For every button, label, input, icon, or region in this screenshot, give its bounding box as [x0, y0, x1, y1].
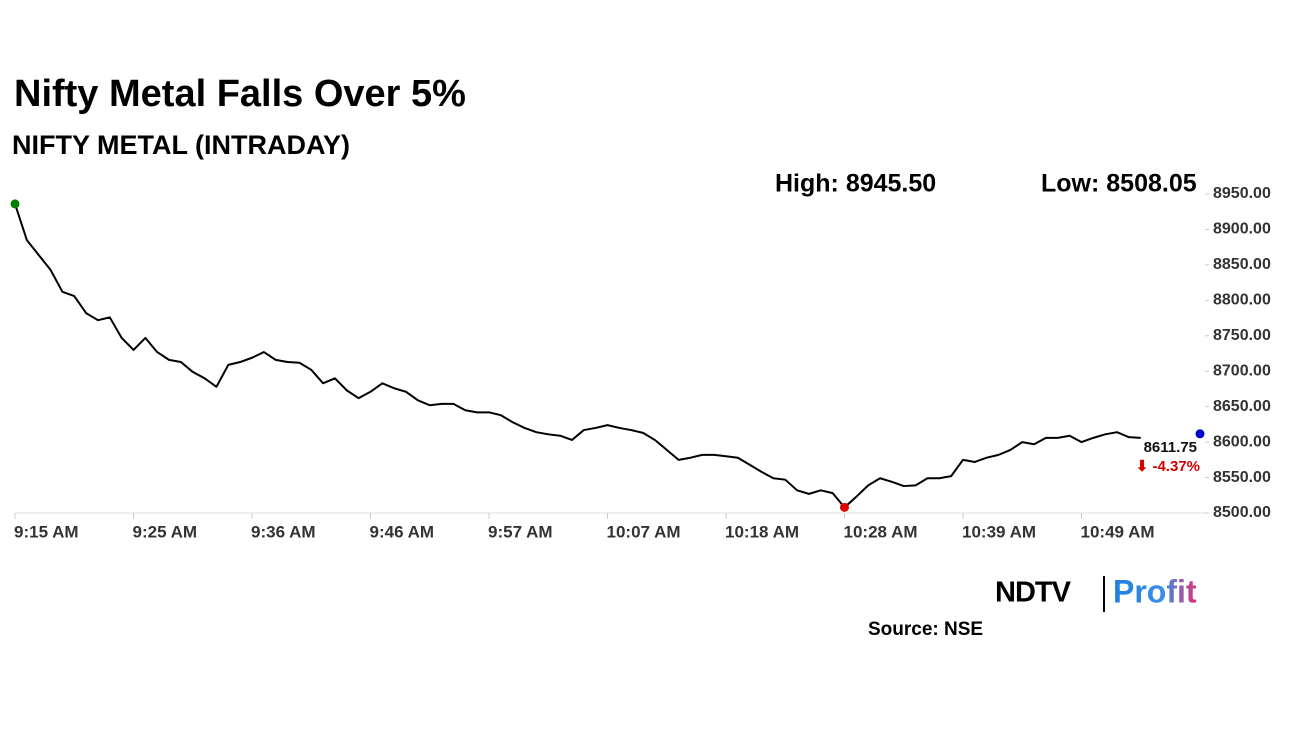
x-tick-label: 9:25 AM [133, 522, 198, 541]
y-tick-label: 8500.00 [1213, 504, 1271, 521]
low-label: Low: 8508.05 [1041, 170, 1197, 198]
x-tick-label: 9:15 AM [14, 522, 79, 541]
high-label: High: 8945.50 [775, 170, 936, 198]
x-tick-label: 9:46 AM [370, 522, 435, 541]
x-tick-label: 10:18 AM [725, 522, 799, 541]
y-tick-label: 8900.00 [1213, 221, 1271, 238]
y-tick-label: 8950.00 [1213, 185, 1271, 202]
logo-left: NDTV [995, 577, 1072, 609]
x-tick-label: 10:28 AM [844, 522, 918, 541]
last-value-label: 8611.75 [1144, 439, 1197, 456]
x-tick-label: 10:49 AM [1081, 522, 1155, 541]
logo-divider [1103, 576, 1105, 612]
start-marker [10, 199, 20, 209]
y-tick-label: 8600.00 [1213, 433, 1271, 450]
logo-right: Profit [1113, 573, 1197, 609]
y-tick-label: 8850.00 [1213, 256, 1271, 273]
last-marker [1195, 429, 1205, 439]
price-line [14, 203, 1141, 509]
y-tick-label: 8700.00 [1213, 362, 1271, 379]
x-tick-label: 10:07 AM [607, 522, 681, 541]
y-tick-label: 8800.00 [1213, 292, 1271, 309]
change-label: ⬇ -4.37% [1136, 458, 1200, 475]
y-tick-label: 8750.00 [1213, 327, 1271, 344]
x-tick-label: 10:39 AM [962, 522, 1036, 541]
y-tick-label: 8550.00 [1213, 469, 1271, 486]
x-tick-label: 9:57 AM [488, 522, 553, 541]
chart-title: Nifty Metal Falls Over 5% [14, 73, 466, 115]
source: Source: NSE [868, 619, 983, 640]
low-marker [840, 502, 849, 512]
y-tick-label: 8650.00 [1213, 398, 1271, 415]
x-tick-label: 9:36 AM [251, 522, 316, 541]
chart-subtitle: NIFTY METAL (INTRADAY) [12, 130, 350, 160]
